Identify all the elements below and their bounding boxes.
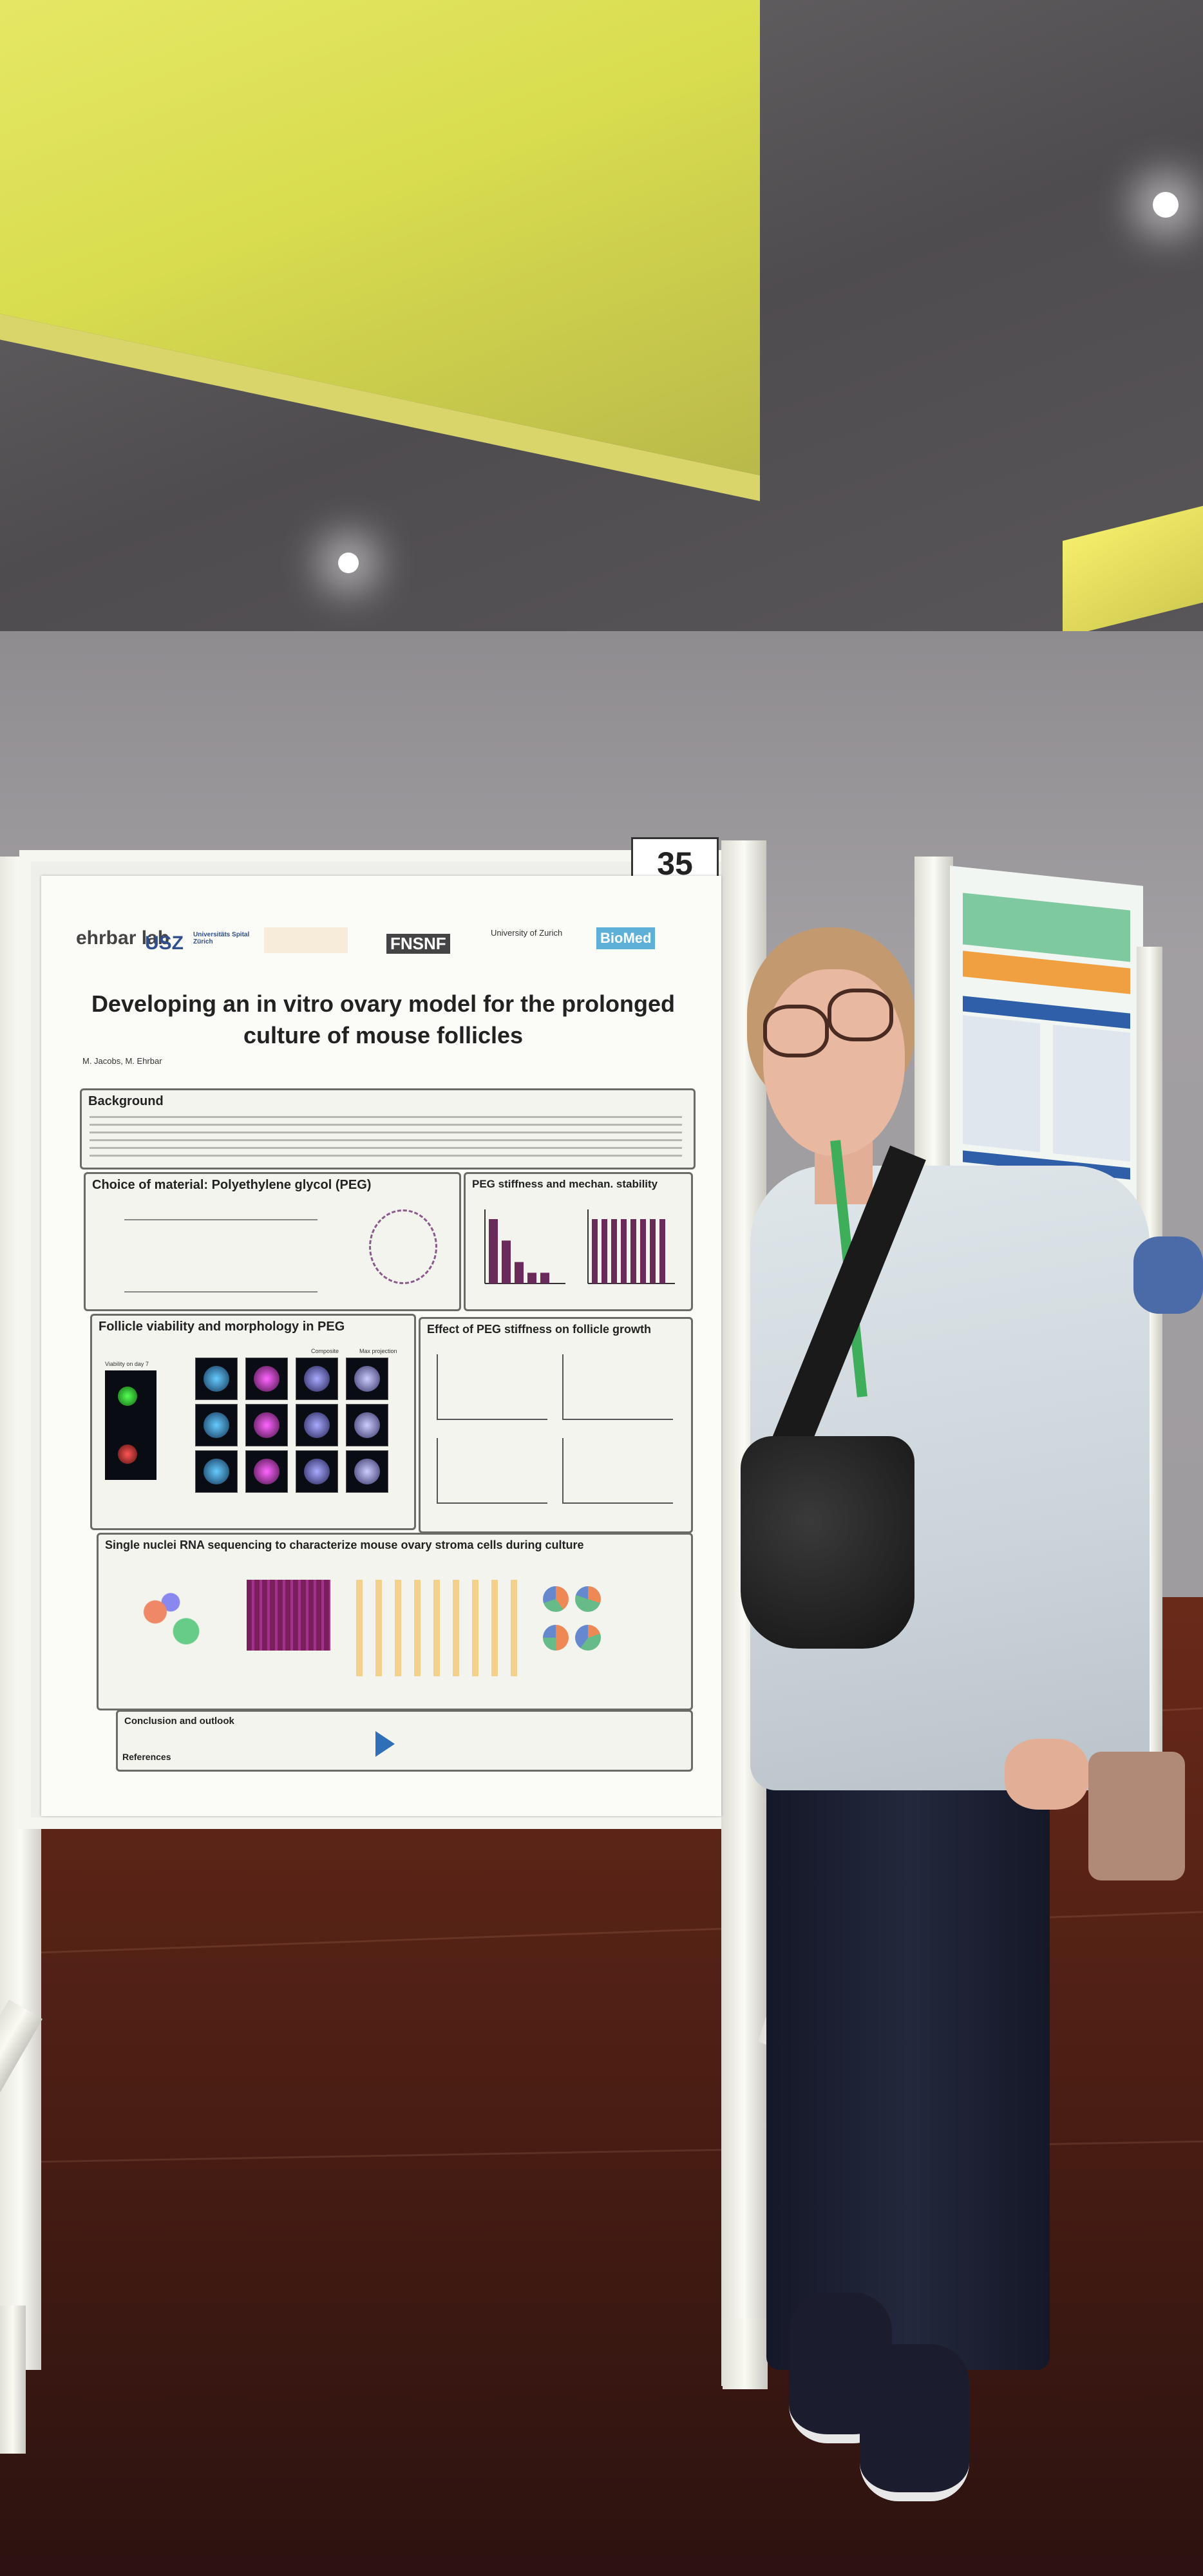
section-title: Conclusion and outlook [124, 1716, 234, 1727]
arm-in-sleeve [1133, 1236, 1203, 1314]
scatter-plot [562, 1354, 673, 1420]
glasses-icon [828, 989, 893, 1041]
heatmap-figure [247, 1580, 330, 1651]
micro-column-label: Viability on day 7 [105, 1361, 149, 1367]
body-text-lines [90, 1116, 682, 1161]
section-snrna: Single nuclei RNA sequencing to characte… [97, 1533, 693, 1710]
logo-usz: USZ [145, 933, 184, 954]
stability-bar-chart [587, 1209, 675, 1284]
section-title: Follicle viability and morphology in PEG [99, 1320, 345, 1334]
microscopy-grid [195, 1358, 392, 1493]
section-title: References [122, 1752, 171, 1762]
viability-image [105, 1370, 156, 1480]
logo-fnsnf: FNSNF [386, 934, 450, 954]
poster-title: Developing an in vitro ovary model for t… [91, 990, 676, 1048]
pie-chart [543, 1625, 569, 1651]
section-title: Effect of PEG stiffness on follicle grow… [427, 1323, 652, 1336]
bar-mark [502, 1240, 511, 1283]
ceiling-spotlight [338, 553, 359, 573]
stand-foot [723, 2318, 768, 2389]
micro-column-label: Max projection [359, 1348, 397, 1354]
section-follicle-viability: Follicle viability and morphology in PEG… [90, 1314, 416, 1530]
ceiling-spotlight [1153, 192, 1179, 218]
peg-chemistry-figure [124, 1219, 317, 1293]
bar-mark [630, 1219, 636, 1283]
board-number: 35 [657, 846, 693, 882]
peg-network-figure [369, 1209, 437, 1284]
proportion-bars [356, 1580, 524, 1676]
pie-chart [575, 1625, 601, 1651]
scatter-plot [562, 1438, 673, 1504]
glasses-icon [763, 1005, 829, 1057]
poster-authors: M. Jacobs, M. Ehrbar [82, 1056, 162, 1066]
bar-mark [611, 1219, 617, 1283]
section-title: Choice of material: Polyethylene glycol … [92, 1178, 372, 1192]
bar-mark [489, 1219, 498, 1283]
stand-foot [0, 2306, 26, 2454]
section-effect-peg: Effect of PEG stiffness on follicle grow… [419, 1317, 693, 1533]
bar-mark [621, 1219, 627, 1283]
logo-ehrbar-lab: ehrbar lab [76, 927, 170, 949]
bar-mark [659, 1219, 665, 1283]
section-choice-material: Choice of material: Polyethylene glycol … [84, 1172, 461, 1311]
bar-mark [527, 1273, 536, 1283]
pie-chart [575, 1586, 601, 1612]
section-title: Background [88, 1094, 164, 1108]
micro-column-label: Composite [311, 1348, 339, 1354]
section-conclusion: Conclusion and outlook [116, 1710, 693, 1772]
section-background: Background [80, 1088, 696, 1170]
person-hand [1005, 1739, 1088, 1810]
bar-mark [540, 1273, 549, 1283]
arrow-right-icon [375, 1731, 395, 1757]
scatter-plot [437, 1354, 547, 1420]
sneaker-right [860, 2344, 969, 2501]
bar-mark [592, 1219, 598, 1283]
section-title: PEG stiffness and mechan. stability [472, 1178, 658, 1190]
logo-uzh: University of Zurich [491, 928, 563, 938]
stiffness-bar-chart [484, 1209, 565, 1284]
logo-placeholder [264, 927, 348, 953]
pie-chart [543, 1586, 569, 1612]
section-peg-stiffness: PEG stiffness and mechan. stability [464, 1172, 693, 1311]
logo-usz-text: Universitäts Spital Zürich [193, 931, 250, 945]
bar-mark [602, 1219, 607, 1283]
bar-mark [650, 1219, 656, 1283]
umap-plot [124, 1573, 227, 1670]
scatter-plot [437, 1438, 547, 1504]
bar-mark [640, 1219, 646, 1283]
logo-biomed: BioMed [596, 927, 656, 949]
crossbody-bag [741, 1436, 914, 1649]
handbag [1088, 1752, 1185, 1880]
section-title: Single nuclei RNA sequencing to characte… [105, 1539, 584, 1551]
bar-mark [515, 1262, 524, 1283]
person-trousers [766, 1739, 1050, 2370]
